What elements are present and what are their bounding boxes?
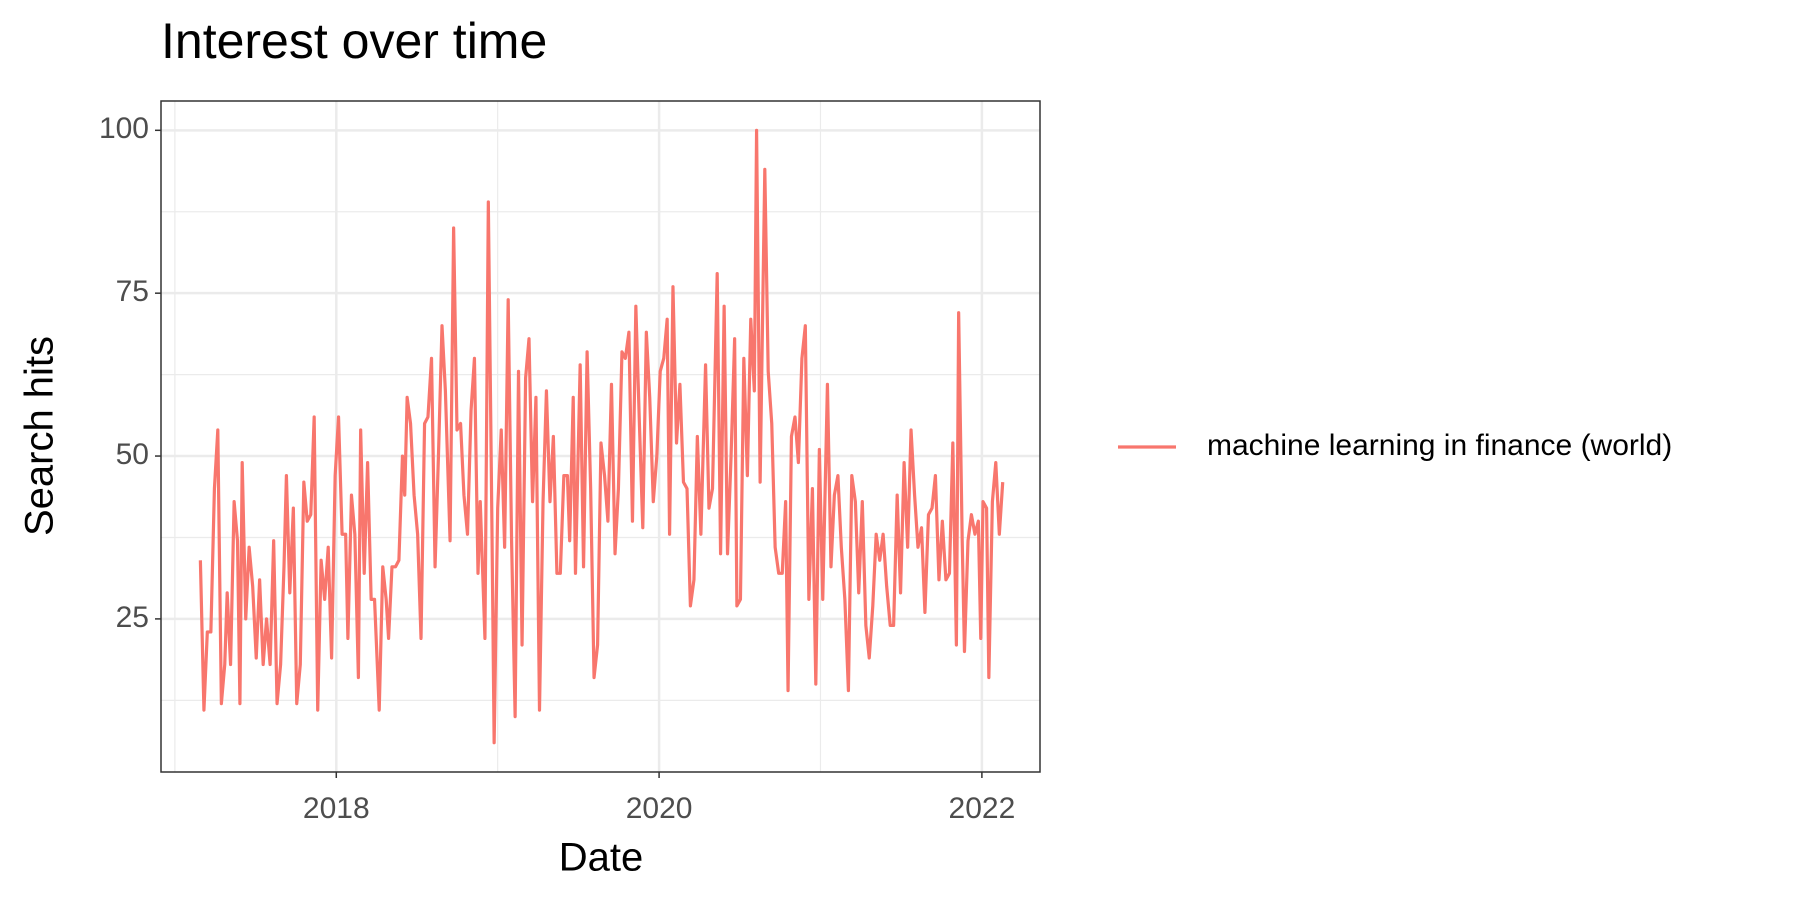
x-axis-title: Date [559,836,644,880]
y-axis-title: Search hits [18,336,62,536]
x-tick-label: 2018 [303,792,370,825]
y-tick-label: 25 [116,601,149,634]
y-tick-label: 75 [116,275,149,308]
plot-border [160,100,1041,773]
x-tick-label: 2020 [626,792,693,825]
plot-panel [161,101,1040,772]
x-tick-label: 2022 [949,792,1016,825]
legend-label: machine learning in finance (world) [1207,429,1672,462]
series-line [198,128,1005,745]
y-tick-label: 50 [116,438,149,471]
chart-title: Interest over time [161,13,547,69]
y-tick-label: 100 [99,112,149,145]
